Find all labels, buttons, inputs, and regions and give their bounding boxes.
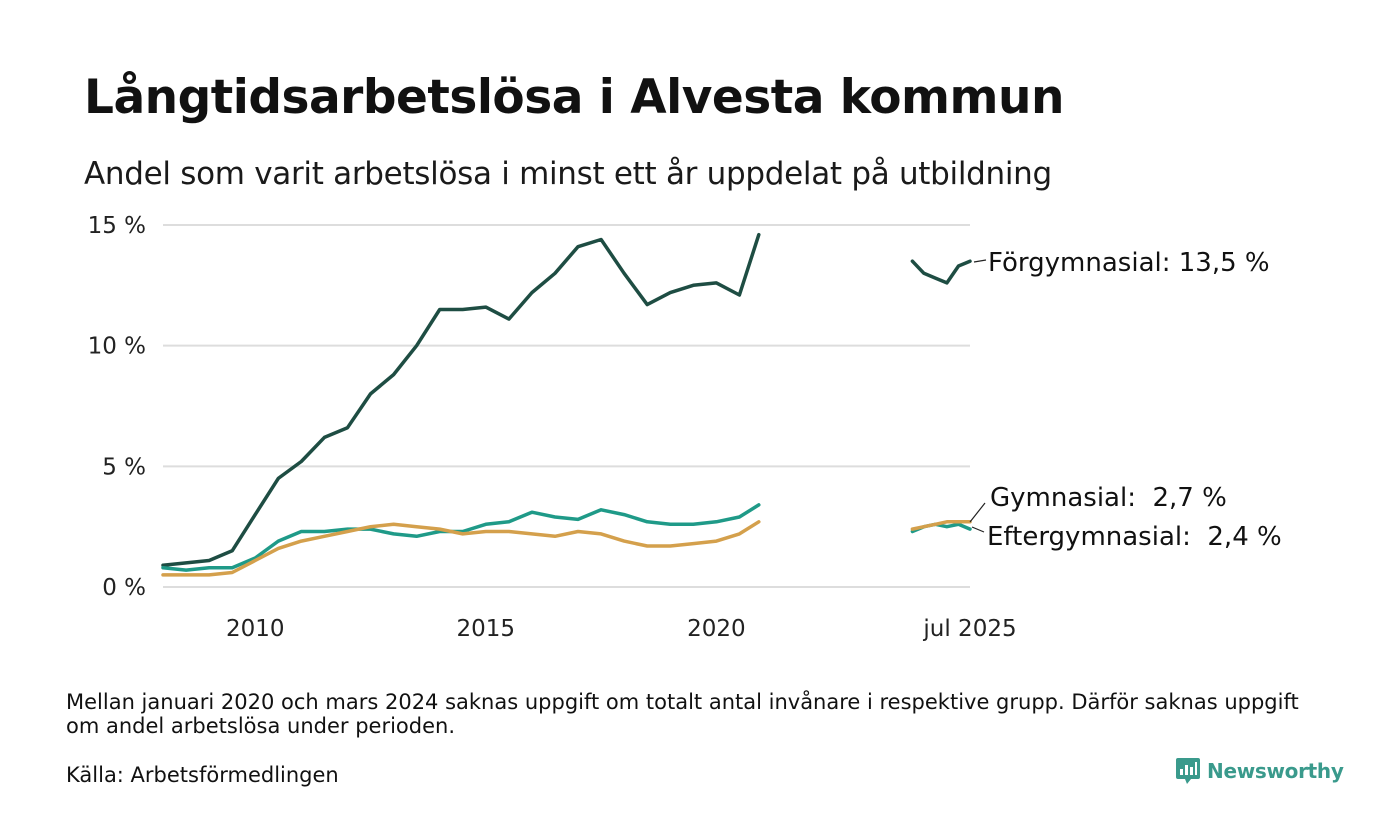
brand-logo: Newsworthy <box>1175 755 1344 787</box>
chart-title: Långtidsarbetslösa i Alvesta kommun <box>84 70 1064 125</box>
newsworthy-icon <box>1176 758 1200 784</box>
x-tick-label: 2015 <box>457 616 516 642</box>
leader-line <box>969 502 986 523</box>
grid-lines <box>163 224 970 588</box>
x-tick-label: jul 2025 <box>922 616 1016 642</box>
leader-line <box>971 526 985 533</box>
y-axis-ticks: 0 % 5 % 10 % 15 % <box>88 213 146 601</box>
brand-name: Newsworthy <box>1207 759 1344 783</box>
y-tick-label: 15 % <box>88 213 146 239</box>
series-line-eftergymnasial <box>910 520 972 531</box>
series-label-gymnasial: Gymnasial: 2,7 % <box>990 483 1227 513</box>
y-tick-label: 10 % <box>88 334 146 360</box>
leader-line <box>973 259 987 263</box>
series-line-forgymnasial <box>161 232 761 568</box>
series-line-eftergymnasial <box>161 520 761 577</box>
series-line-forgymnasial <box>910 259 972 285</box>
chart-subtitle: Andel som varit arbetslösa i minst ett å… <box>84 156 1052 192</box>
x-axis-ticks: 2010 2015 2020 jul 2025 <box>226 616 1017 642</box>
series-label-eftergymnasial: Eftergymnasial: 2,4 % <box>987 522 1282 552</box>
y-tick-label: 5 % <box>102 454 146 480</box>
x-tick-label: 2010 <box>226 616 285 642</box>
footnote: Mellan januari 2020 och mars 2024 saknas… <box>66 690 1299 738</box>
x-tick-label: 2020 <box>687 616 746 642</box>
series-label-forgymnasial: Förgymnasial: 13,5 % <box>988 248 1270 278</box>
series-labels: Förgymnasial: 13,5 % Gymnasial: 2,7 % Efte… <box>969 248 1282 552</box>
series-lines <box>161 232 972 577</box>
source-note: Källa: Arbetsförmedlingen <box>66 763 339 787</box>
series-line-gymnasial <box>161 503 761 572</box>
y-tick-label: 0 % <box>102 575 146 601</box>
line-chart: 0 % 5 % 10 % 15 % 2010 2015 2020 jul 2025 Förg… <box>88 213 1282 642</box>
